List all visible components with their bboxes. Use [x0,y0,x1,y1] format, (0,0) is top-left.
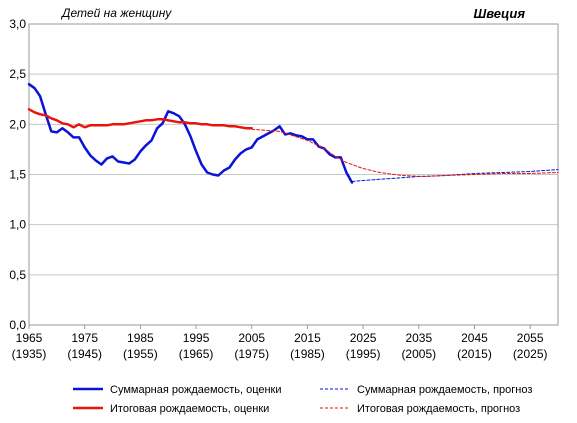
unit-label: Детей на женщину [60,6,172,20]
x-tick-label: 2025 [350,331,377,345]
y-tick-label: 0,0 [9,318,26,332]
series-total-forecast [351,169,559,182]
x-tick-label: 2055 [517,331,544,345]
series-completed-forecast [251,128,559,177]
x-tick-sublabel: (2015) [457,347,492,361]
series-completed-estimate [27,108,253,130]
x-tick-sublabel: (1995) [346,347,381,361]
series-total-estimate [27,82,354,184]
y-tick-label: 3,0 [9,17,26,31]
legend: Суммарная рождаемость, оценки Суммарная … [73,384,532,415]
y-tick-label: 0,5 [9,268,26,282]
x-tick-label: 2045 [461,331,488,345]
x-tick-label: 1965 [16,331,43,345]
x-tick-label: 1975 [71,331,98,345]
plot-frame [28,23,559,326]
x-tick-sublabel: (1965) [179,347,214,361]
x-tick-sublabel: (1955) [123,347,158,361]
y-tick-label: 2,0 [9,117,26,131]
axis-layer: 0,0 0,5 1,0 1,5 2,0 2,5 3,0 1965 (1935) 1975 (1945… [9,17,547,361]
x-tick-label: 1995 [183,331,210,345]
legend-label-completed-forecast: Итоговая рождаемость, прогноз [357,403,520,415]
x-tick-sublabel: (1945) [67,347,102,361]
y-tick-label: 1,0 [9,218,26,232]
x-tick-sublabel: (1935) [12,347,47,361]
series-layer [27,82,559,184]
x-tick-label: 2035 [405,331,432,345]
legend-label-completed-estimate: Итоговая рождаемость, оценки [110,403,269,415]
legend-label-total-estimate: Суммарная рождаемость, оценки [110,384,282,396]
y-tick-label: 2,5 [9,67,26,81]
x-tick-sublabel: (1985) [290,347,325,361]
x-tick-label: 2015 [294,331,321,345]
x-tick-sublabel: (2025) [513,347,548,361]
x-tick-label: 2005 [238,331,265,345]
x-tick-sublabel: (1975) [234,347,269,361]
legend-label-total-forecast: Суммарная рождаемость, прогноз [357,384,532,396]
x-tick-sublabel: (2005) [401,347,436,361]
x-tick-label: 1985 [127,331,154,345]
country-label: Швеция [474,6,526,21]
y-tick-label: 1,5 [9,168,26,182]
